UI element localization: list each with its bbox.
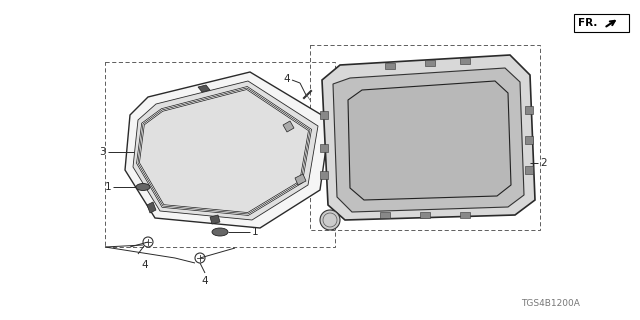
Bar xyxy=(460,212,470,218)
Bar xyxy=(525,136,533,144)
Bar xyxy=(425,60,435,66)
Ellipse shape xyxy=(136,183,150,190)
Ellipse shape xyxy=(212,228,228,236)
Text: 2: 2 xyxy=(540,158,547,168)
Text: 4: 4 xyxy=(202,276,208,286)
Text: 1: 1 xyxy=(252,227,259,237)
Polygon shape xyxy=(147,202,156,213)
Bar xyxy=(320,171,328,179)
Text: 3: 3 xyxy=(99,147,106,157)
Polygon shape xyxy=(198,85,210,92)
Text: FR.: FR. xyxy=(578,18,597,28)
Polygon shape xyxy=(210,215,220,224)
Polygon shape xyxy=(295,174,306,185)
Bar xyxy=(310,45,540,230)
Circle shape xyxy=(320,210,340,230)
Text: 4: 4 xyxy=(141,260,148,270)
Bar xyxy=(380,212,390,218)
Text: 4: 4 xyxy=(284,74,290,84)
Polygon shape xyxy=(333,68,524,212)
Bar xyxy=(105,62,335,247)
Polygon shape xyxy=(133,81,318,220)
Bar xyxy=(385,63,395,69)
Polygon shape xyxy=(348,81,511,200)
Bar xyxy=(460,58,470,64)
Bar xyxy=(320,144,328,152)
Bar xyxy=(525,166,533,174)
Bar xyxy=(525,106,533,114)
Polygon shape xyxy=(322,55,535,220)
Bar xyxy=(420,212,430,218)
Polygon shape xyxy=(125,72,330,228)
Text: 1: 1 xyxy=(104,182,111,192)
Bar xyxy=(320,111,328,119)
Text: TGS4B1200A: TGS4B1200A xyxy=(521,299,580,308)
Polygon shape xyxy=(283,121,294,132)
